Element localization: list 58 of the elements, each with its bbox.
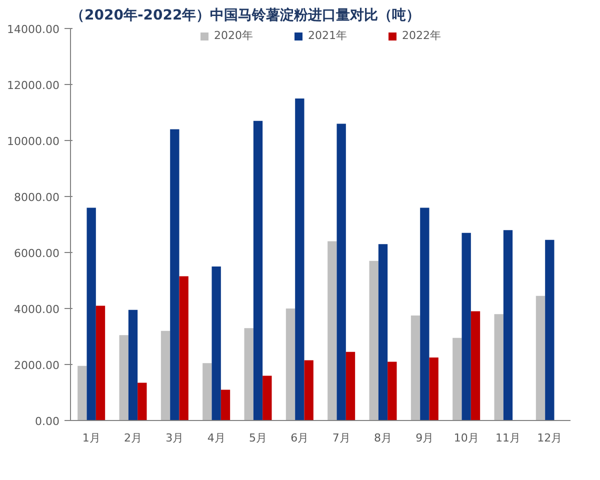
bar: [128, 310, 138, 420]
bar: [410, 316, 420, 420]
x-tick-label: 12月: [537, 432, 562, 444]
bar: [220, 390, 230, 420]
bar: [545, 240, 554, 420]
bar: [470, 311, 480, 420]
y-tick-label: 6000.00: [14, 247, 60, 260]
bar: [429, 358, 438, 420]
x-tick-label: 9月: [416, 432, 434, 444]
x-tick-label: 1月: [82, 432, 100, 444]
bar: [262, 376, 272, 420]
bar: [388, 362, 397, 420]
bar: [420, 208, 430, 420]
bar: [96, 306, 106, 420]
bar: [160, 330, 170, 420]
bar: [295, 98, 304, 420]
y-tick-label: 14000.00: [7, 23, 60, 36]
bar: [503, 230, 513, 420]
bar: [179, 276, 188, 420]
x-tick-label: 5月: [249, 432, 267, 444]
y-tick-label: 12000.00: [7, 79, 60, 92]
y-tick-label: 4000.00: [14, 303, 60, 316]
bar: [369, 260, 378, 420]
bar: [286, 308, 296, 420]
legend-label: 2020年: [214, 28, 253, 43]
x-tick-label: 8月: [374, 432, 392, 444]
bar: [378, 244, 388, 420]
bar: [86, 208, 96, 420]
bar: [328, 241, 337, 420]
bar: [119, 335, 128, 420]
x-tick-label: 11月: [496, 432, 520, 444]
x-tick-label: 4月: [207, 432, 226, 444]
bar: [452, 338, 462, 420]
x-tick-label: 6月: [290, 432, 309, 444]
x-tick-label: 10月: [454, 432, 479, 444]
x-tick-label: 3月: [166, 432, 184, 444]
bar: [536, 296, 546, 420]
bar: [253, 120, 263, 420]
y-tick-label: 2000.00: [14, 359, 60, 372]
bar: [462, 232, 471, 420]
bar: [346, 352, 356, 420]
bar: [212, 266, 221, 420]
x-tick-label: 2月: [124, 432, 142, 444]
y-tick-label: 8000.00: [14, 191, 60, 204]
bar: [202, 363, 212, 420]
legend-label: 2022年: [402, 28, 441, 43]
bar: [494, 314, 504, 420]
bar: [244, 328, 254, 420]
y-tick-label: 0.00: [35, 415, 60, 428]
bar: [336, 124, 346, 420]
bar: [304, 360, 314, 420]
x-tick-label: 7月: [332, 432, 350, 444]
legend-label: 2021年: [308, 28, 347, 43]
y-tick-label: 10000.00: [7, 135, 60, 148]
bar: [78, 366, 87, 420]
bar: [170, 129, 180, 420]
chart-title: （2020年-2022年）中国马铃薯淀粉进口量对比（吨）: [70, 6, 420, 24]
bar: [138, 382, 147, 420]
